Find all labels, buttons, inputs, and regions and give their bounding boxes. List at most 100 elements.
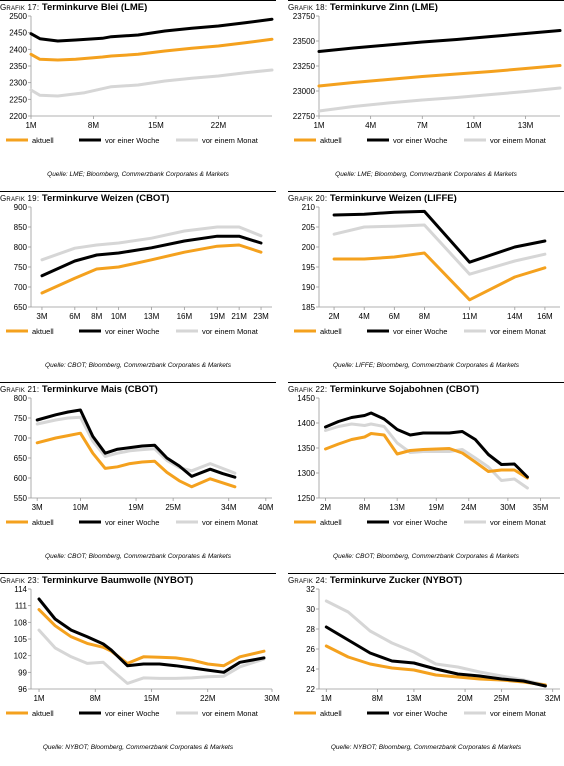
y-tick-label: 2400 [9, 45, 27, 54]
x-tick-label: 4M [359, 312, 370, 321]
x-tick-label: 20M [457, 694, 473, 703]
y-tick-label: 195 [302, 263, 316, 272]
series-line-woche [37, 597, 266, 674]
legend-label-woche: vor einer Woche [393, 709, 447, 718]
x-tick-label: 8M [91, 312, 102, 321]
chart-panel: Grafik 17: Terminkurve Blei (LME) 2200 225… [0, 0, 276, 191]
x-tick-label: 3M [32, 503, 43, 512]
source-note: Quelle: CBOT; Bloomberg, Commerzbank Cor… [45, 362, 231, 369]
chart-title: Grafik 22: Terminkurve Sojabohnen (CBOT) [288, 384, 479, 395]
title-rule [288, 382, 564, 383]
series-line-woche [40, 234, 263, 278]
y-tick-label: 23250 [293, 62, 316, 71]
y-tick-label: 190 [302, 283, 316, 292]
x-tick-label: 24M [461, 503, 477, 512]
title-rule [288, 191, 564, 192]
x-tick-label: 7M [417, 121, 428, 130]
x-tick-label: 3M [36, 312, 47, 321]
chart-number: Grafik 21: [0, 385, 40, 394]
series-line-monat [40, 225, 263, 262]
x-tick-label: 30M [500, 503, 516, 512]
y-tick-label: 26 [306, 645, 315, 654]
y-tick-label: 99 [18, 668, 27, 677]
series-line-aktuell [37, 608, 266, 668]
y-tick-label: 102 [14, 652, 28, 661]
y-tick-label: 32 [306, 585, 315, 594]
title-rule [0, 0, 276, 1]
series-line-woche [332, 209, 547, 264]
x-tick-label: 25M [494, 694, 510, 703]
legend-label-monat: vor einem Monat [490, 709, 547, 718]
x-tick-label: 30M [264, 694, 280, 703]
series-line-aktuell [29, 37, 274, 62]
y-tick-label: 900 [14, 203, 28, 212]
y-tick-label: 185 [302, 303, 316, 312]
x-tick-label: 1M [313, 121, 324, 130]
line-chart: 96 99 102 105 108 111 114 1M 8M 15M 22M 30M aktuell v… [6, 585, 280, 718]
y-tick-label: 550 [14, 494, 28, 503]
chart-panel: Grafik 22: Terminkurve Sojabohnen (CBOT)… [288, 382, 564, 573]
y-tick-label: 108 [14, 618, 28, 627]
x-tick-label: 2M [329, 312, 340, 321]
legend-label-aktuell: aktuell [32, 518, 54, 527]
title-rule [288, 0, 564, 1]
y-tick-label: 205 [302, 223, 316, 232]
y-tick-label: 2450 [9, 29, 27, 38]
x-tick-label: 2M [320, 503, 331, 512]
x-tick-label: 6M [389, 312, 400, 321]
y-tick-label: 111 [15, 602, 28, 611]
series-line-monat [29, 68, 274, 98]
line-chart: 22 24 26 28 30 32 1M 8M 13M 20M 25M 32M aktuell vor e… [294, 585, 561, 718]
title-rule [0, 573, 276, 574]
x-tick-label: 1M [25, 121, 36, 130]
chart-title-text: Terminkurve Sojabohnen (CBOT) [327, 384, 480, 395]
x-tick-label: 40M [258, 503, 274, 512]
legend-label-monat: vor einem Monat [490, 327, 547, 336]
y-tick-label: 750 [14, 414, 28, 423]
x-tick-label: 1M [321, 694, 332, 703]
chart-number: Grafik 20: [288, 194, 328, 203]
x-tick-label: 22M [211, 121, 227, 130]
legend-label-woche: vor einer Woche [105, 518, 159, 527]
chart-number: Grafik 18: [288, 3, 328, 12]
legend-label-aktuell: aktuell [320, 709, 342, 718]
x-tick-label: 32M [545, 694, 561, 703]
x-tick-label: 8M [359, 503, 370, 512]
x-tick-label: 35M [533, 503, 549, 512]
chart-title-text: Terminkurve Zinn (LME) [327, 2, 438, 13]
chart-title: Grafik 24: Terminkurve Zucker (NYBOT) [288, 575, 462, 586]
y-tick-label: 700 [14, 283, 28, 292]
y-tick-label: 210 [302, 203, 316, 212]
source-note: Quelle: NYBOT; Bloomberg, Commerzbank Co… [42, 744, 234, 751]
chart-panel: Grafik 24: Terminkurve Zucker (NYBOT) 22 2… [288, 573, 564, 764]
y-tick-label: 800 [14, 243, 28, 252]
x-tick-label: 8M [372, 694, 383, 703]
source-note: Quelle: CBOT; Bloomberg, Commerzbank Cor… [333, 553, 519, 560]
y-tick-label: 114 [14, 585, 27, 594]
y-tick-label: 28 [306, 625, 315, 634]
title-rule [0, 191, 276, 192]
line-chart: 1250 1300 1350 1400 1450 2M 8M 13M 19M 24M 30M 35M a… [294, 394, 560, 527]
legend-label-monat: vor einem Monat [490, 518, 547, 527]
y-tick-label: 1350 [297, 444, 315, 453]
x-tick-label: 16M [177, 312, 193, 321]
chart-title-text: Terminkurve Mais (CBOT) [39, 384, 158, 395]
line-chart: 2200 2250 2300 2350 2400 2450 2500 1M 8M 15M 22M ak… [6, 12, 274, 145]
chart-number: Grafik 17: [0, 3, 40, 12]
legend-label-monat: vor einem Monat [202, 327, 259, 336]
series-line-woche [324, 411, 529, 479]
legend-label-aktuell: aktuell [320, 136, 342, 145]
line-chart: 550 600 650 700 750 800 3M 10M 19M 25M 34M 40M aktue… [6, 394, 274, 527]
title-rule [0, 382, 276, 383]
x-tick-label: 13M [389, 503, 405, 512]
source-note: Quelle: LME; Bloomberg, Commerzbank Corp… [47, 171, 229, 178]
source-note: Quelle: CBOT; Bloomberg, Commerzbank Cor… [45, 553, 231, 560]
y-tick-label: 1300 [297, 469, 315, 478]
y-tick-label: 2200 [9, 112, 27, 121]
chart-panel: Grafik 23: Terminkurve Baumwolle (NYBOT)… [0, 573, 280, 764]
y-tick-label: 1250 [297, 494, 315, 503]
x-tick-label: 13M [406, 694, 422, 703]
y-tick-label: 850 [14, 223, 28, 232]
x-tick-label: 1M [33, 694, 44, 703]
legend-label-woche: vor einer Woche [105, 136, 159, 145]
